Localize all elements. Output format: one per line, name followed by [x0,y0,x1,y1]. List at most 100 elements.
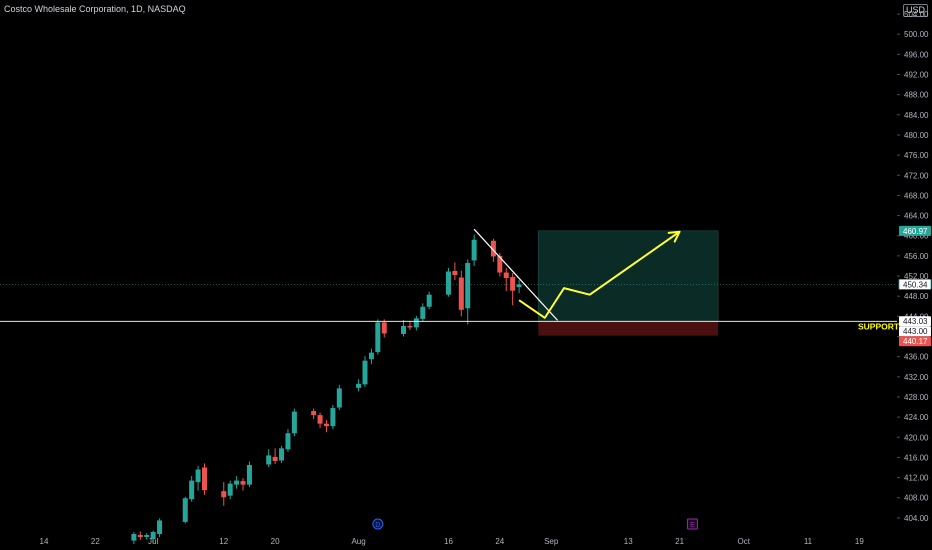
candle-body[interactable] [381,322,387,334]
candle-body[interactable] [317,415,323,424]
currency-button[interactable]: USD [903,4,929,17]
price-label-entry-bg [899,316,931,327]
price-label-entry: 443.03 [903,317,928,326]
price-label-stop: 440.17 [903,337,928,346]
price-tick-label: 448.00 [904,292,929,301]
candle-body[interactable] [516,284,522,288]
time-tick-label: Sep [544,537,559,546]
candle-body[interactable] [490,240,496,257]
time-tick-label: 21 [675,537,684,546]
dividend-event-icon[interactable] [372,518,384,530]
price-tick-label: 468.00 [904,191,929,200]
price-tick-label: 480.00 [904,131,929,140]
price-tick-label: 464.00 [904,212,929,221]
candle-body[interactable] [291,411,297,434]
price-tick-label: 488.00 [904,91,929,100]
candle-body[interactable] [330,408,336,427]
price-tick-label: 460.00 [904,232,929,241]
candle-body[interactable] [503,272,509,279]
time-tick-label: Aug [351,537,365,546]
trendline[interactable] [473,228,559,321]
candle-body[interactable] [362,360,368,385]
candle-body[interactable] [401,325,407,334]
time-tick-label: 11 [804,537,813,546]
price-tick-label: 484.00 [904,111,929,120]
candle-body[interactable] [202,467,207,491]
candle-body[interactable] [311,411,317,416]
candle-body[interactable] [157,520,163,535]
price-tick-label: 416.00 [904,453,929,462]
candle-body[interactable] [279,448,285,461]
candle-body[interactable] [221,491,227,498]
candle-body[interactable] [150,531,156,540]
projection-path[interactable] [518,230,681,319]
candle-body[interactable] [497,255,503,273]
price-tick-label: 456.00 [904,252,929,261]
price-label-last: 450.34 [903,280,928,289]
event-label: D [375,522,380,529]
candle-body[interactable] [131,534,137,541]
price-label-target: 460.97 [903,227,928,236]
price-tick-label: 472.00 [904,171,929,180]
price-label-target-bg [899,225,931,236]
candle-body[interactable] [510,277,516,291]
candle-body[interactable] [413,318,419,328]
time-tick-label: Oct [738,537,751,546]
time-tick-label: 22 [91,537,100,546]
price-tick-label: 428.00 [904,393,929,402]
candle-body[interactable] [266,455,272,465]
candle-body[interactable] [426,294,432,307]
candle-body[interactable] [336,388,342,408]
time-tick-label: 19 [855,537,864,546]
stop-zone[interactable] [538,321,719,336]
price-tick-label: 424.00 [904,413,929,422]
candle-body[interactable] [356,383,362,388]
candle-body[interactable] [323,423,329,427]
time-tick-label: Jul [148,537,158,546]
price-tick-label: 412.00 [904,474,929,483]
price-label-stop-bg [899,336,931,347]
candle-body[interactable] [368,352,374,360]
time-tick-label: 13 [624,537,633,546]
price-tick-label: 504.00 [904,10,929,19]
candle-body[interactable] [195,469,201,483]
price-label-last-bg [898,279,932,290]
price-tick-label: 452.00 [904,272,929,281]
candle-body[interactable] [420,306,426,319]
candle-body[interactable] [144,535,150,538]
target-zone[interactable] [538,230,719,322]
candle-body[interactable] [458,277,464,310]
candle-body[interactable] [137,535,143,538]
candle-body[interactable] [182,498,188,522]
price-label-support-bg [899,326,931,337]
price-tick-label: 404.00 [904,514,929,523]
candle-body[interactable] [471,239,477,261]
candle-body[interactable] [285,433,291,450]
time-tick-label: 12 [219,537,228,546]
earnings-event-icon[interactable] [686,518,698,530]
candle-body[interactable] [272,456,278,461]
support-label: SUPPORT [858,321,900,331]
candle-body[interactable] [407,325,413,328]
candle-body[interactable] [189,480,195,500]
candle-body[interactable] [465,262,471,309]
price-label-support: 443.00 [903,327,928,336]
price-tick-label: 500.00 [904,30,929,39]
candle-body[interactable] [246,464,252,485]
event-label: E [690,522,695,529]
price-tick-label: 476.00 [904,151,929,160]
candle-body[interactable] [240,481,246,485]
symbol-title: Costco Wholesale Corporation, 1D, NASDAQ [4,4,186,14]
candle-body[interactable] [234,480,240,485]
candle-body[interactable] [445,271,451,295]
time-tick-label: 16 [444,537,453,546]
price-tick-label: 432.00 [904,373,929,382]
price-tick-label: 492.00 [904,71,929,80]
candle-body[interactable] [452,271,458,276]
price-tick-label: 496.00 [904,50,929,59]
candle-body[interactable] [227,483,233,496]
candle-body[interactable] [375,322,381,353]
price-tick-label: 436.00 [904,353,929,362]
price-tick-label: 408.00 [904,494,929,503]
